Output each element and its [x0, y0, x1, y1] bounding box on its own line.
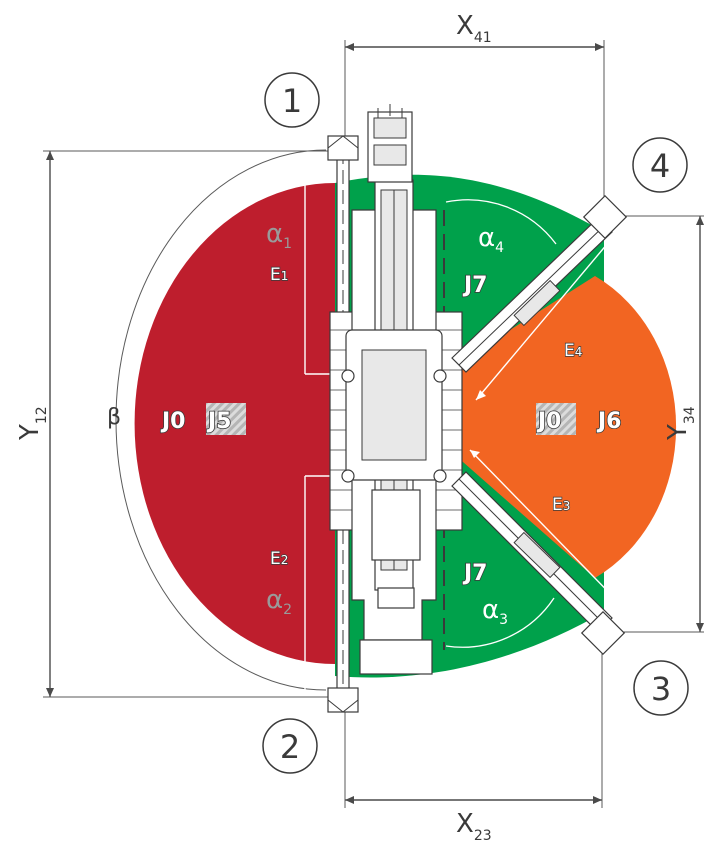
outrigger-pad-3 [580, 610, 626, 656]
outrigger-marker-3: 3 [633, 660, 689, 716]
svg-text:Y34: Y34 [663, 406, 698, 441]
svg-text:4: 4 [650, 147, 670, 185]
svg-text:1: 1 [282, 82, 302, 120]
svg-text:X41: X41 [456, 11, 492, 46]
e3-label: E3 [552, 495, 570, 515]
outrigger-pad-2 [327, 687, 359, 713]
outrigger-marker-4: 4 [632, 137, 688, 193]
alpha1-label: α1 [266, 219, 292, 252]
e4-dimension [475, 242, 609, 401]
right-code-j0-hatch [536, 403, 576, 435]
dim-y12: Y12 [15, 150, 330, 698]
bottom-code-j7: J7 [462, 561, 488, 586]
alpha4-label: α4 [478, 223, 504, 256]
alpha4-arc [445, 199, 557, 245]
e4-label: E4 [564, 341, 582, 361]
svg-text:3: 3 [651, 670, 671, 708]
outrigger-pad-1 [327, 135, 359, 161]
e2-label: E2 [270, 549, 288, 569]
outrigger-pad-4 [582, 194, 628, 240]
svg-text:X23: X23 [456, 809, 492, 844]
outrigger-marker-1: 1 [264, 72, 320, 128]
left-code-j5: J5 [206, 409, 232, 434]
left-code-j0: J0 [160, 409, 186, 434]
e3-dimension [469, 449, 629, 613]
alpha3-label: α3 [482, 595, 508, 628]
outrigger-arm-4 [451, 217, 613, 373]
left-code-j5-hatch [206, 403, 246, 435]
right-code-j0: J0 [536, 409, 562, 434]
svg-text:Y12: Y12 [15, 406, 50, 441]
outrigger-arm-3 [451, 471, 613, 633]
dim-y34: Y34 [612, 215, 704, 633]
dim-x23: X23 [344, 640, 603, 844]
top-code-j7: J7 [462, 273, 488, 298]
alpha2-label: α2 [266, 585, 292, 618]
crane-machine [329, 104, 463, 701]
dim-x41: X41 [344, 11, 605, 210]
beta-label: β [107, 405, 121, 430]
right-code-j6: J6 [596, 409, 622, 434]
beta-arc [115, 149, 327, 691]
e1-label: E1 [270, 265, 288, 285]
alpha3-arc [445, 597, 555, 648]
outrigger-marker-2: 2 [262, 718, 318, 774]
svg-text:2: 2 [280, 728, 300, 766]
